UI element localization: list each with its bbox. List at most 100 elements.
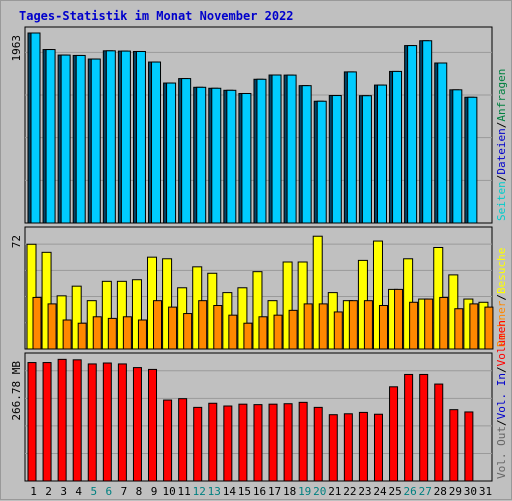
x-tick-label: 23 <box>358 485 371 498</box>
bar-volumen <box>223 405 233 482</box>
bar-volumen <box>163 399 173 482</box>
x-tick-label: 7 <box>121 485 128 498</box>
bar-anfragen <box>196 86 207 224</box>
bar-besuche <box>41 251 52 350</box>
bar-volumen <box>27 362 37 482</box>
bar-rechner <box>378 305 388 350</box>
bar-rechner <box>288 309 298 350</box>
bar-rechner <box>469 303 479 350</box>
bar-volumen <box>208 402 218 482</box>
bar-anfragen <box>166 82 177 224</box>
bar-anfragen <box>120 50 131 224</box>
bar-besuche <box>71 285 82 350</box>
bar-anfragen <box>286 74 297 224</box>
bar-besuche <box>282 261 293 350</box>
bar-anfragen <box>331 95 342 224</box>
bar-besuche <box>372 240 383 350</box>
bar-anfragen <box>452 89 463 224</box>
bar-rechner <box>77 322 87 350</box>
x-tick-label: 19 <box>298 485 311 498</box>
bar-volumen <box>389 386 399 482</box>
bar-volumen <box>132 367 142 482</box>
bar-volumen <box>238 403 248 482</box>
panel-legend: Rechner/Besuche <box>495 248 508 347</box>
bar-anfragen <box>241 92 252 224</box>
bar-anfragen <box>226 89 237 224</box>
bar-anfragen <box>256 78 267 224</box>
x-tick-label: 10 <box>162 485 175 498</box>
bar-volumen <box>87 363 97 482</box>
bar-rechner <box>454 308 464 350</box>
bar-anfragen <box>30 32 41 224</box>
legend-anfragen: Anfragen <box>495 69 508 122</box>
bar-rechner <box>47 303 57 350</box>
bar-besuche <box>312 235 323 350</box>
legend-besuche: Besuche <box>495 248 508 294</box>
bar-rechner <box>228 314 238 350</box>
bar-besuche <box>101 280 112 350</box>
bar-besuche <box>116 280 127 350</box>
x-tick-label: 11 <box>178 485 191 498</box>
bar-anfragen <box>60 54 71 224</box>
bar-anfragen <box>271 74 282 224</box>
panel-legend: Seiten/Dateien/Anfragen <box>495 69 508 221</box>
x-tick-label: 28 <box>434 485 447 498</box>
x-tick-label: 31 <box>479 485 492 498</box>
bar-rechner <box>258 316 268 350</box>
x-tick-label: 27 <box>419 485 432 498</box>
bar-anfragen <box>90 58 101 224</box>
legend-seiten: Seiten <box>495 181 508 221</box>
legend-volumen: Volumen <box>495 320 508 366</box>
bar-anfragen <box>361 95 372 224</box>
bar-volumen <box>193 406 203 482</box>
bar-volumen <box>343 413 353 482</box>
x-tick-label: 29 <box>449 485 462 498</box>
bar-anfragen <box>392 70 403 224</box>
x-tick-label: 14 <box>223 485 237 498</box>
bar-volumen <box>148 368 158 482</box>
bar-rechner <box>243 322 253 350</box>
x-tick-label: 8 <box>136 485 143 498</box>
bar-rechner <box>348 300 358 350</box>
bar-volumen <box>72 359 82 482</box>
bar-anfragen <box>105 50 116 224</box>
bar-rechner <box>198 300 208 350</box>
bar-volumen <box>404 373 414 482</box>
x-tick-label: 25 <box>388 485 401 498</box>
bar-besuche <box>237 287 248 350</box>
legend-dateien: Dateien <box>495 128 508 174</box>
bar-volumen <box>419 373 429 482</box>
bar-rechner <box>273 314 283 350</box>
x-tick-label: 1 <box>30 485 37 498</box>
bar-volumen <box>298 401 308 482</box>
bar-rechner <box>409 301 419 350</box>
x-tick-label: 26 <box>404 485 417 498</box>
x-tick-label: 3 <box>60 485 67 498</box>
bar-rechner <box>107 317 117 350</box>
x-tick-label: 4 <box>75 485 82 498</box>
x-tick-label: 20 <box>313 485 326 498</box>
bar-volumen <box>57 358 67 482</box>
bar-anfragen <box>316 100 327 224</box>
bar-besuche <box>162 258 173 350</box>
bar-rechner <box>484 306 494 350</box>
bar-anfragen <box>467 96 478 224</box>
bar-volumen <box>449 409 459 482</box>
bar-anfragen <box>151 61 162 224</box>
bar-anfragen <box>346 71 357 224</box>
bar-volumen <box>313 406 323 482</box>
panel-legend: Vol. Out/Vol. In/Volumen <box>495 320 508 479</box>
bar-volumen <box>42 362 52 482</box>
bar-anfragen <box>181 78 192 224</box>
bar-rechner <box>183 313 193 350</box>
bar-rechner <box>62 319 72 350</box>
bar-rechner <box>168 306 178 350</box>
x-tick-label: 17 <box>268 485 281 498</box>
x-tick-label: 22 <box>343 485 356 498</box>
bar-rechner <box>333 311 343 350</box>
bar-rechner <box>424 298 434 350</box>
bar-anfragen <box>75 54 86 224</box>
bar-rechner <box>318 303 328 350</box>
